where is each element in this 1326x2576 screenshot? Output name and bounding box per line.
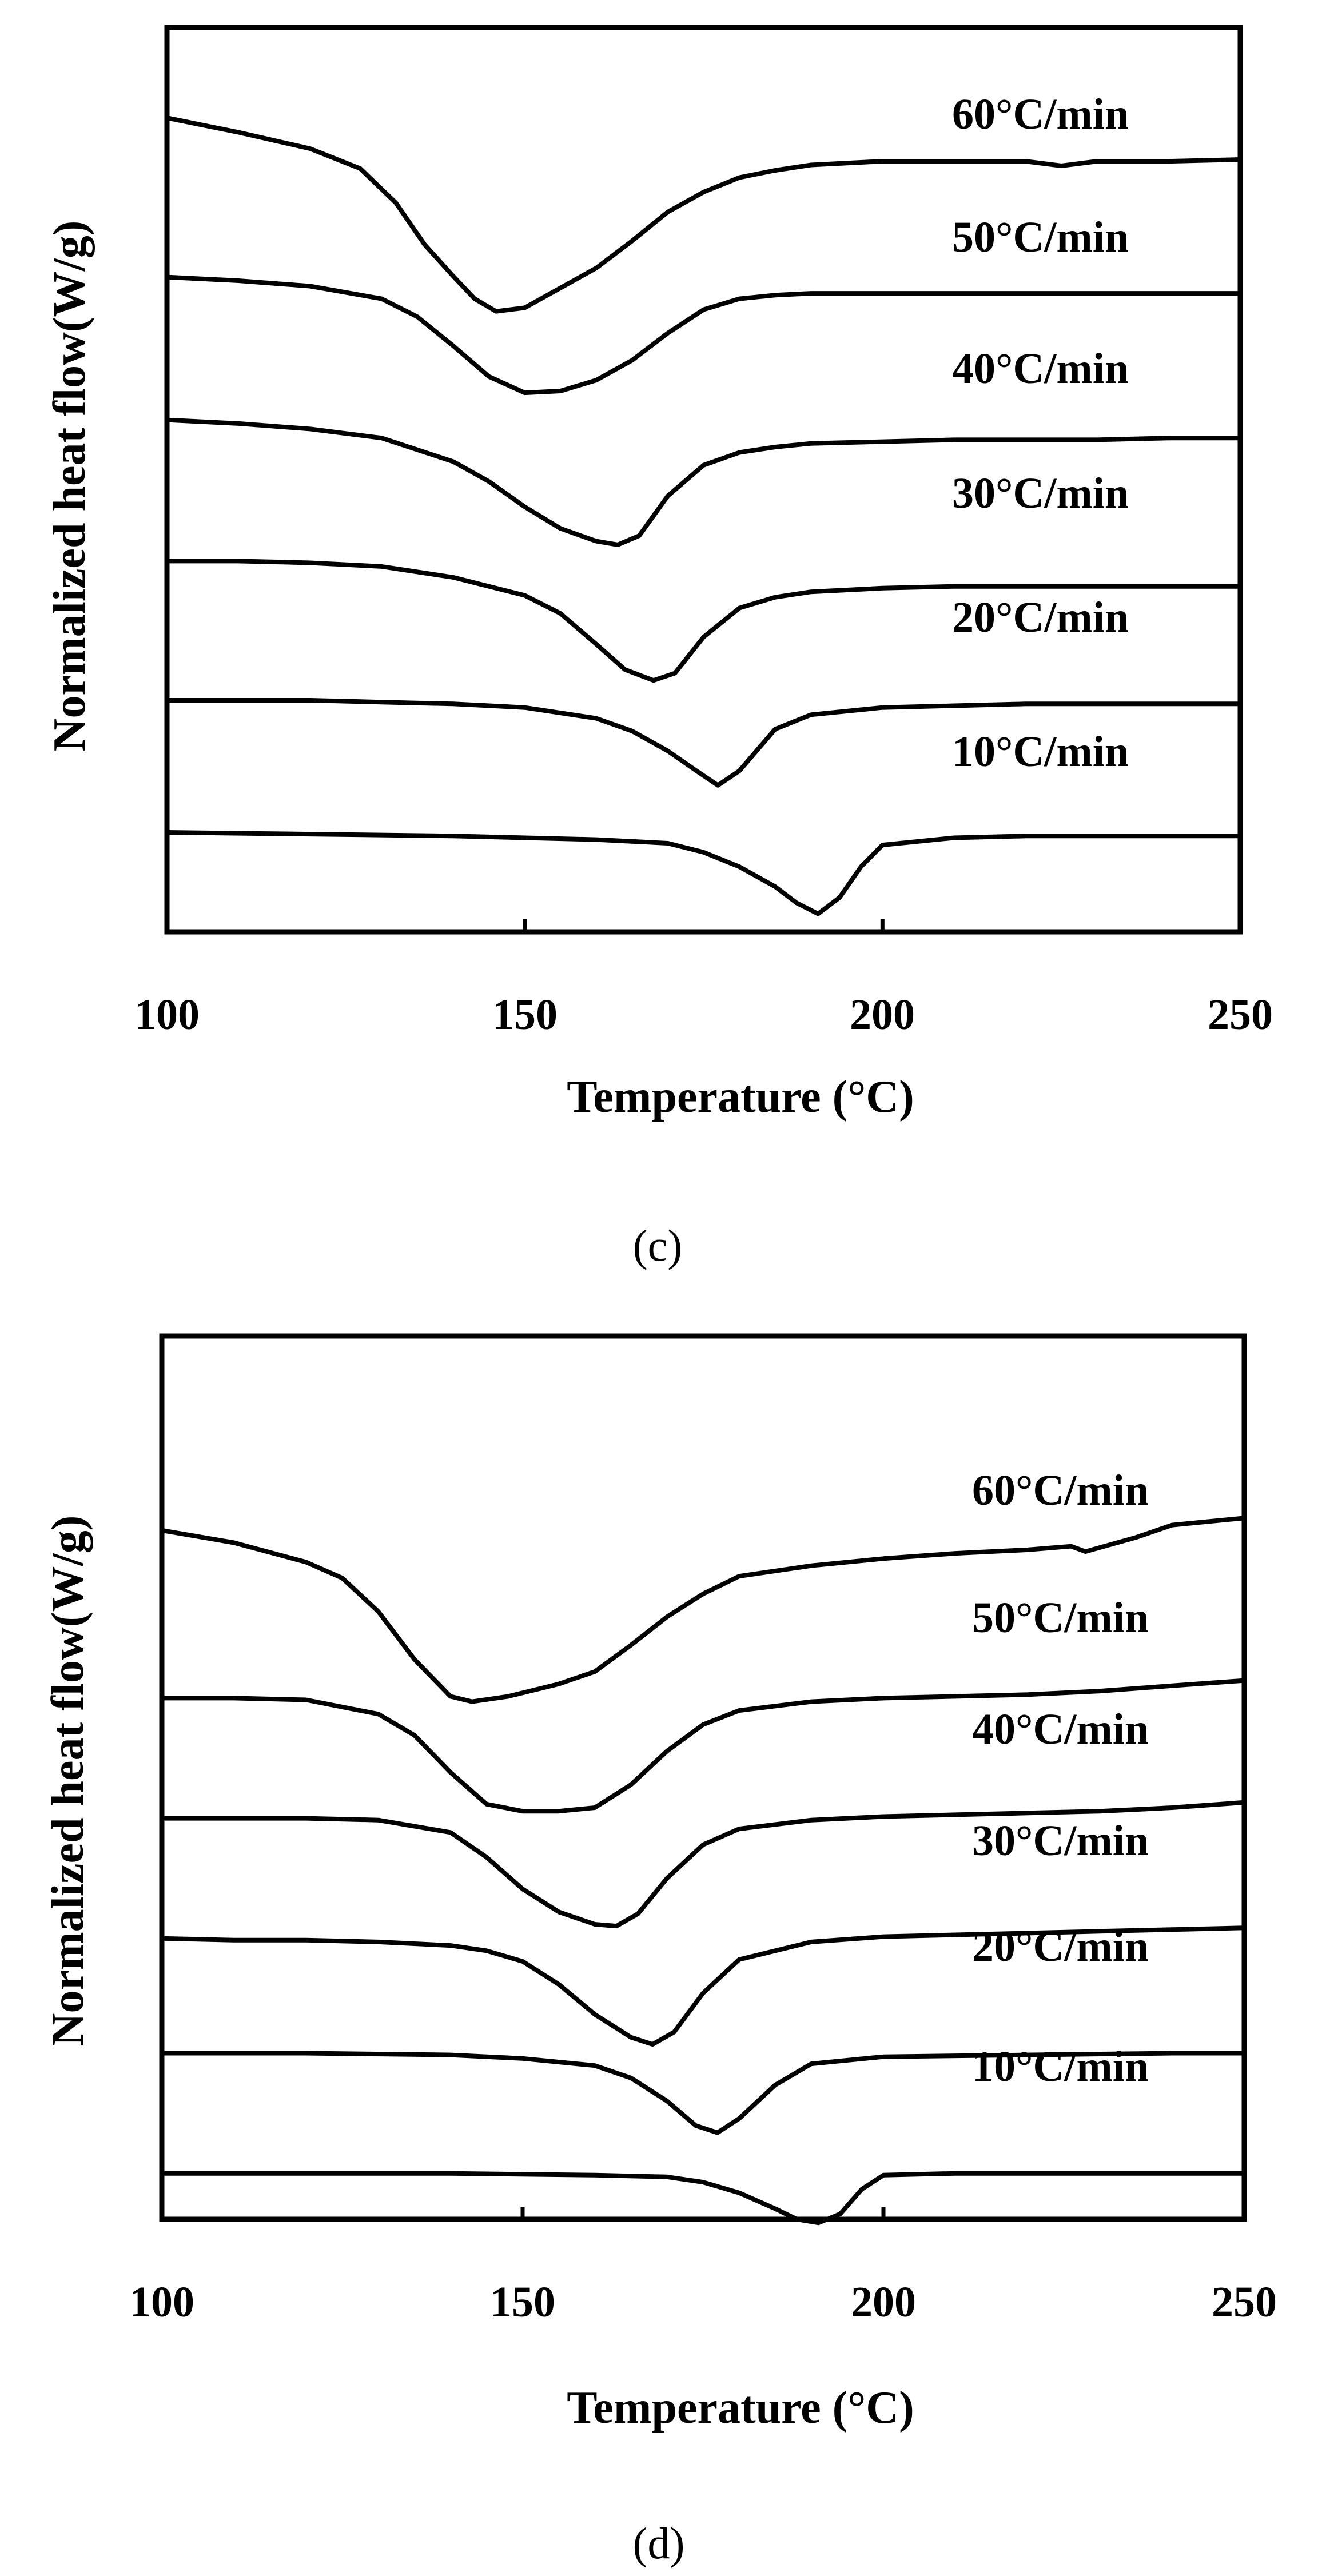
- series-line-60: [160, 1516, 1247, 1704]
- series-label-50-d: 50°C/min: [972, 1594, 1149, 1642]
- series-line-30: [160, 1925, 1247, 2047]
- curves-c: [165, 115, 1243, 916]
- x-tick-label: 100: [129, 2278, 194, 2326]
- series-line-50: [160, 1678, 1247, 1814]
- x-ticks-c: [165, 919, 1243, 932]
- series-label-40-d: 40°C/min: [972, 1705, 1149, 1753]
- y-axis-title-c: Normalized heat flow(W/g): [45, 221, 95, 752]
- x-axis-title-d: Temperature (°C): [567, 2383, 914, 2433]
- series-label-20-d: 20°C/min: [972, 1923, 1149, 1971]
- x-ticks-d: [160, 2207, 1247, 2219]
- series-label-60-c: 60°C/min: [952, 90, 1129, 138]
- panel-c: 100 150 200 250 Temperature (°C) Normali…: [45, 25, 1273, 1270]
- caption-d: (d): [633, 2518, 685, 2568]
- x-tick-label: 200: [850, 991, 915, 1039]
- y-axis-title-d: Normalized heat flow(W/g): [43, 1516, 93, 2047]
- x-tick-label: 100: [134, 991, 200, 1039]
- series-label-30-c: 30°C/min: [952, 469, 1129, 517]
- x-axis-title-c: Temperature (°C): [567, 1072, 914, 1122]
- series-line-10: [160, 2171, 1247, 2226]
- series-line-30: [165, 559, 1243, 683]
- x-tick-label: 250: [1212, 2278, 1277, 2326]
- panel-d: 100 150 200 250 Temperature (°C) Normali…: [43, 1333, 1277, 2568]
- series-label-10-c: 10°C/min: [952, 728, 1129, 776]
- curves-d: [160, 1516, 1247, 2226]
- series-label-60-d: 60°C/min: [972, 1466, 1149, 1514]
- caption-c: (c): [633, 1221, 683, 1270]
- x-tick-label: 200: [851, 2278, 916, 2326]
- x-tick-label: 250: [1208, 991, 1273, 1039]
- series-line-50: [165, 274, 1243, 396]
- series-label-20-c: 20°C/min: [952, 593, 1129, 641]
- series-line-60: [165, 115, 1243, 314]
- series-label-40-c: 40°C/min: [952, 345, 1129, 393]
- plot-frame-d: [159, 1333, 1247, 2222]
- series-label-50-c: 50°C/min: [952, 213, 1129, 261]
- series-line-20: [160, 2051, 1247, 2135]
- series-line-10: [165, 830, 1243, 916]
- plot-frame-c: [164, 25, 1243, 935]
- series-line-20: [165, 698, 1243, 788]
- series-label-10-d: 10°C/min: [972, 2043, 1149, 2091]
- series-line-40: [165, 417, 1243, 547]
- x-tick-label: 150: [492, 991, 558, 1039]
- series-line-40: [160, 1800, 1247, 1929]
- series-label-30-d: 30°C/min: [972, 1817, 1149, 1865]
- x-tick-label: 150: [490, 2278, 555, 2326]
